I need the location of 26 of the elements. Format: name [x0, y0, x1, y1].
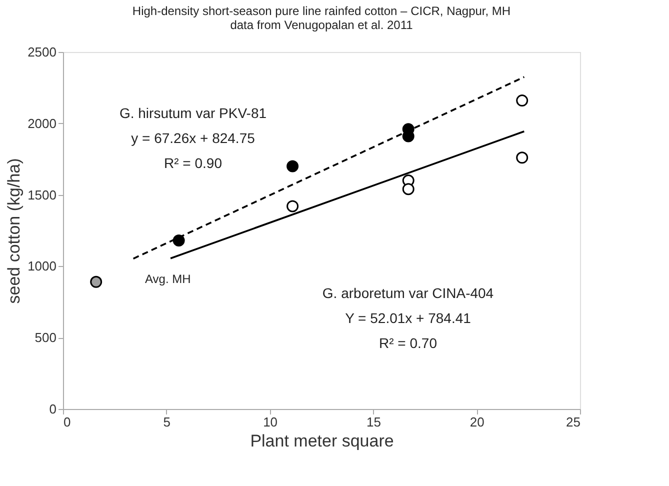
text: data from Venugopalan et al. 2011 — [230, 18, 413, 32]
x-tick-label: 5 — [163, 414, 171, 430]
y-tick-label: 1000 — [28, 258, 56, 274]
point — [172, 234, 185, 246]
x-tick-label: 0 — [64, 414, 71, 430]
x-tick-label: 10 — [263, 414, 278, 430]
point — [516, 94, 528, 107]
x-tick-label: 25 — [566, 414, 580, 430]
text: High-density short-season pure line rainfed cotton – CICR, Nagpur, MH — [132, 4, 511, 18]
point — [402, 183, 414, 196]
annotation: G. hirsutum var PKV-81 y = 67.26x + 824.75 R² = 0.90 — [119, 105, 267, 171]
point — [286, 200, 299, 212]
point — [286, 160, 299, 172]
y-tick-label: 2500 — [28, 44, 56, 60]
point — [90, 276, 102, 288]
x-axis-title: Plant meter square — [250, 432, 394, 450]
point — [516, 152, 528, 164]
y-axis-title: seed cotton (kg/ha) — [4, 158, 24, 304]
annotation: G. arboretum var CINA-404 Y = 52.01x + 784.41 R² = 0.70 — [322, 285, 494, 351]
x-tick-label: 15 — [366, 414, 381, 430]
x-tick-label: 20 — [470, 414, 484, 430]
y-tick-label: 500 — [34, 330, 56, 346]
y-tick-label: 2000 — [28, 116, 56, 131]
y-tick-label: 0 — [49, 402, 56, 416]
annotation: Avg. MH — [145, 272, 191, 286]
y-tick-label: 1500 — [28, 187, 56, 202]
